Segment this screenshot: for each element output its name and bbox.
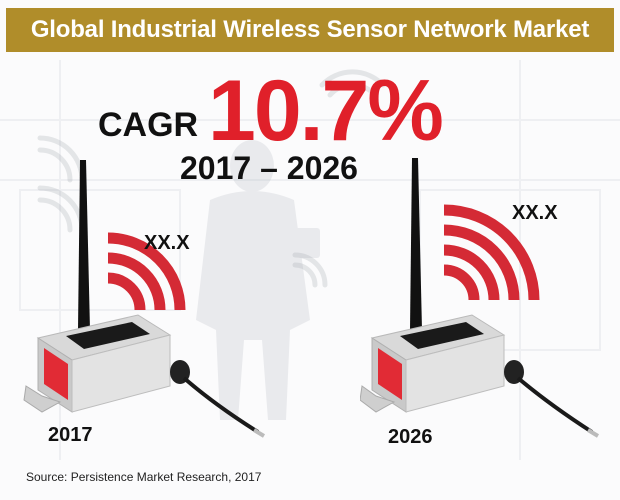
value-label-2017: XX.X — [144, 232, 190, 254]
source-note: Source: Persistence Market Research, 201… — [26, 470, 262, 484]
title-bar: Global Industrial Wireless Sensor Networ… — [6, 8, 614, 52]
cagr-value: 10.7% — [208, 63, 444, 159]
year-label-2026: 2026 — [388, 426, 433, 448]
value-label-2026: XX.X — [512, 202, 558, 224]
sensor-device-2026-icon — [360, 158, 600, 438]
year-label-2017: 2017 — [48, 424, 93, 446]
cagr-label: CAGR — [98, 106, 199, 144]
sensor-device-2017-icon — [23, 160, 266, 438]
forecast-period: 2017 – 2026 — [180, 150, 358, 186]
signal-waves-2017-icon — [107, 232, 186, 311]
signal-waves-2026-icon — [443, 204, 540, 301]
page-title: Global Industrial Wireless Sensor Networ… — [30, 16, 590, 43]
